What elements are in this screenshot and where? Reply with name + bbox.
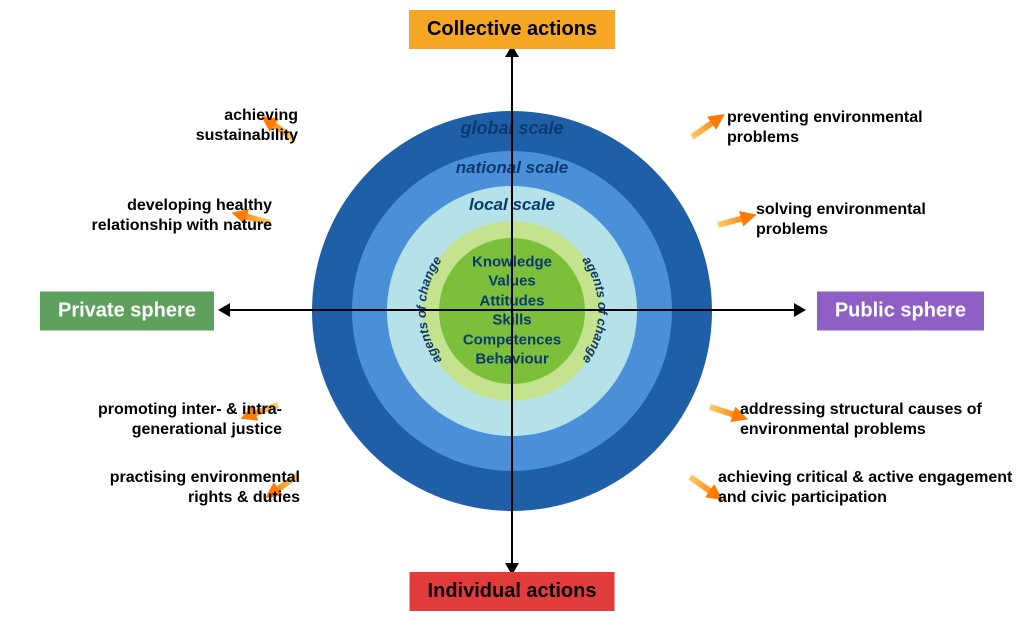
sustainability-diagram: global scalenational scalelocal scale ag… — [0, 0, 1024, 621]
outcome-text-justice: promoting inter- & intra-generational ju… — [98, 400, 282, 440]
outcome-arrow-prevent — [688, 108, 729, 142]
outcome-text-engagement: achieving critical & active engagementan… — [718, 468, 1012, 508]
outcome-text-solve: solving environmentalproblems — [756, 200, 926, 240]
outcome-text-structural: addressing structural causes ofenvironme… — [740, 400, 982, 440]
axis-arrow-horizontal — [228, 309, 796, 311]
axis-box-private: Private sphere — [40, 291, 214, 330]
axis-box-public: Public sphere — [817, 291, 984, 330]
outcome-text-sustain: achievingsustainability — [196, 106, 298, 146]
axis-box-individual: Individual actions — [410, 572, 615, 611]
axis-box-collective: Collective actions — [409, 10, 615, 49]
outcome-text-rights: practising environmentalrights & duties — [110, 468, 300, 508]
outcome-text-nature: developing healthyrelationship with natu… — [92, 196, 272, 236]
outcome-arrow-solve — [716, 208, 758, 232]
outcome-text-prevent: preventing environmentalproblems — [727, 108, 923, 148]
